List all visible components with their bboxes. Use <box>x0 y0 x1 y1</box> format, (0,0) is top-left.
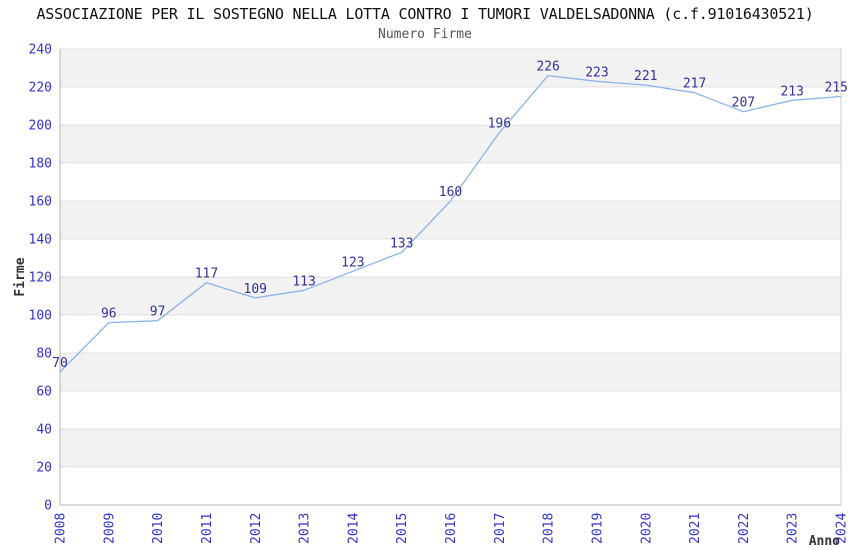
y-tick-label: 120 <box>29 271 52 286</box>
data-label: 117 <box>195 267 218 282</box>
data-label: 123 <box>341 255 364 270</box>
data-label: 217 <box>683 77 706 92</box>
y-axis-title: Firme <box>13 257 28 296</box>
x-tick-label: 2020 <box>639 513 654 544</box>
y-tick-label: 0 <box>44 499 52 514</box>
data-label: 70 <box>52 356 68 371</box>
x-tick-label: 2018 <box>542 513 557 544</box>
data-label: 97 <box>150 305 166 320</box>
plot-band <box>60 49 841 87</box>
x-tick-label: 2008 <box>54 513 69 544</box>
y-tick-label: 200 <box>29 119 52 134</box>
x-tick-label: 2014 <box>346 513 361 544</box>
plot-band <box>60 201 841 239</box>
data-label: 226 <box>536 60 559 75</box>
chart-title: ASSOCIAZIONE PER IL SOSTEGNO NELLA LOTTA… <box>36 5 814 23</box>
y-tick-label: 180 <box>29 157 52 172</box>
y-tick-label: 220 <box>29 81 52 96</box>
x-tick-label: 2022 <box>737 513 752 544</box>
data-label: 109 <box>244 282 267 297</box>
data-label: 223 <box>585 65 608 80</box>
y-tick-label: 40 <box>36 423 52 438</box>
data-label: 213 <box>780 84 803 99</box>
data-label: 207 <box>732 96 755 111</box>
series-line <box>59 74 842 373</box>
x-tick-label: 2019 <box>590 513 605 544</box>
x-axis-title: Anno <box>809 534 840 549</box>
data-label: 196 <box>488 117 511 132</box>
x-tick-label: 2016 <box>444 513 459 544</box>
data-label: 160 <box>439 185 462 200</box>
x-tick-label: 2015 <box>395 513 410 544</box>
data-label: 215 <box>825 81 848 96</box>
x-tick-label: 2021 <box>688 513 703 544</box>
x-tick-label: 2011 <box>200 513 215 544</box>
x-tick-label: 2013 <box>298 513 313 544</box>
plot-band <box>60 277 841 315</box>
x-tick-label: 2023 <box>786 513 801 544</box>
plot-band <box>60 125 841 163</box>
chart-subtitle: Numero Firme <box>378 27 472 42</box>
y-tick-label: 20 <box>36 461 52 476</box>
y-tick-label: 240 <box>29 43 52 58</box>
x-tick-label: 2017 <box>493 513 508 544</box>
y-tick-label: 160 <box>29 195 52 210</box>
data-label: 96 <box>101 307 117 322</box>
plot-band <box>60 429 841 467</box>
y-tick-label: 60 <box>36 385 52 400</box>
data-label: 133 <box>390 236 413 251</box>
y-tick-label: 80 <box>36 347 52 362</box>
plot-band <box>60 353 841 391</box>
data-label: 221 <box>634 69 657 84</box>
x-tick-label: 2024 <box>835 513 850 544</box>
y-tick-label: 100 <box>29 309 52 324</box>
x-tick-label: 2010 <box>151 513 166 544</box>
data-label: 113 <box>292 274 315 289</box>
y-tick-label: 140 <box>29 233 52 248</box>
x-tick-label: 2009 <box>102 513 117 544</box>
x-tick-label: 2012 <box>249 513 264 544</box>
